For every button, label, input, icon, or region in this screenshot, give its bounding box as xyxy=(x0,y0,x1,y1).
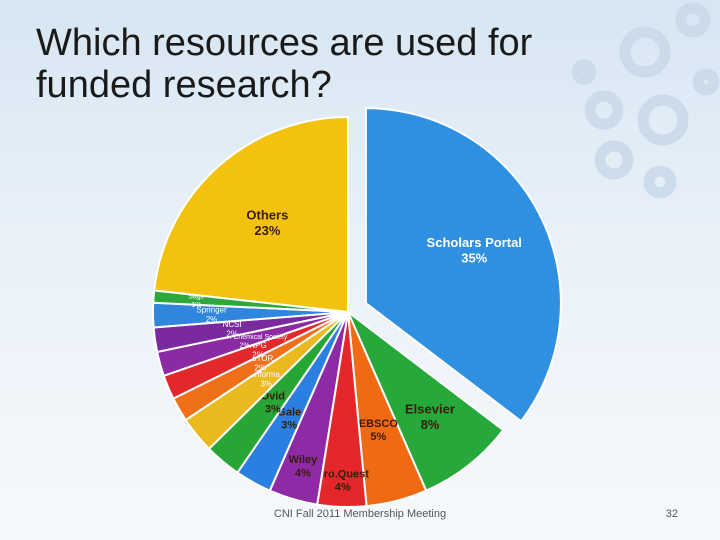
slice-pct-jstor: 2% xyxy=(254,364,266,373)
slice-pct-scholars-portal: 35% xyxy=(461,250,487,265)
slice-pct-npg: 2% xyxy=(252,351,264,360)
pie-slice-elsevier xyxy=(345,308,505,492)
page-number: 32 xyxy=(665,508,678,520)
slice-label-sage: Sage xyxy=(188,294,204,301)
slice-label-pro-quest: Pro.Quest xyxy=(316,468,369,480)
slice-label-american-chemical-society: American Chemical Society xyxy=(202,334,288,341)
slice-pct-informa: 3% xyxy=(260,379,272,388)
slice-pct-gale: 3% xyxy=(281,420,297,432)
slice-label-npg: NPG xyxy=(249,341,266,350)
slice-label-springer: Springer xyxy=(196,306,227,315)
slice-pct-sage: 1% xyxy=(191,302,201,309)
pie-slice-scholars-portal xyxy=(364,107,562,423)
slice-label-informa: Informa xyxy=(253,370,281,379)
slice-pct-wiley: 4% xyxy=(295,467,311,479)
slide-title: Which resources are used for funded rese… xyxy=(36,22,533,106)
slice-pct-american-chemical-society: 2% xyxy=(240,343,250,350)
slice-label-ncsi: NCSI xyxy=(223,320,242,329)
slide-footer: CNI Fall 2011 Membership Meeting xyxy=(273,508,447,520)
slice-label-jstor: JSTOR xyxy=(247,354,273,363)
slice-pct-springer: 2% xyxy=(206,315,218,324)
slice-pct-others: 23% xyxy=(254,223,280,238)
slice-label-ebsco: EBSCO xyxy=(359,418,399,430)
slice-pct-elsevier: 8% xyxy=(421,417,440,432)
slice-pct-ncsi: 2% xyxy=(226,330,238,339)
pie-slice-others xyxy=(153,115,349,314)
slice-label-gale: Gale xyxy=(277,406,301,418)
slice-pct-ovid: 3% xyxy=(265,404,281,416)
slice-pct-pro-quest: 4% xyxy=(335,482,351,494)
slice-label-elsevier: Elsevier xyxy=(405,402,455,417)
slice-label-others: Others xyxy=(246,207,288,222)
slice-label-scholars-portal: Scholars Portal xyxy=(427,235,522,250)
slice-pct-ebsco: 5% xyxy=(370,431,386,443)
slice-label-wiley: Wiley xyxy=(289,454,319,466)
